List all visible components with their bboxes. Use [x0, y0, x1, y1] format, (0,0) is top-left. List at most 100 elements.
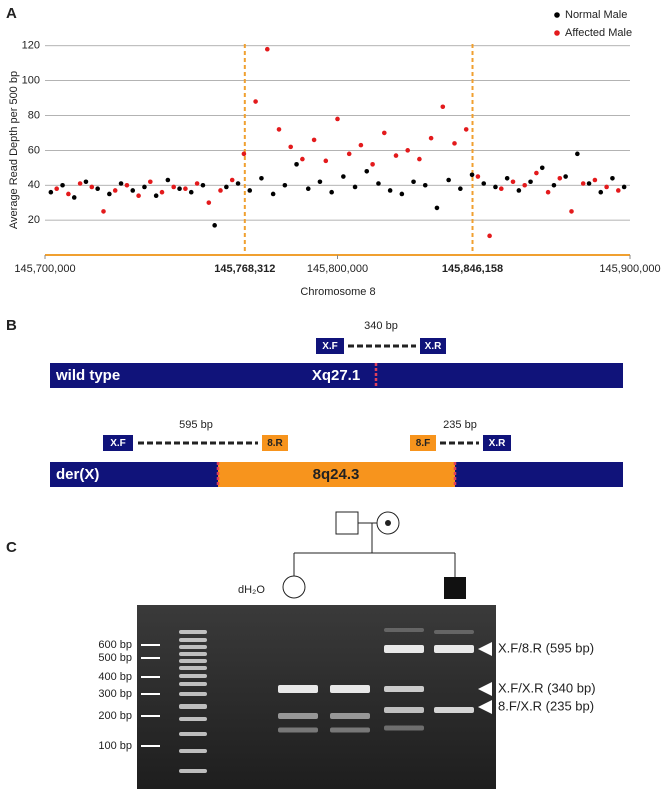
sample-band — [330, 685, 370, 693]
sample-band — [330, 713, 370, 719]
product-size: 235 bp — [443, 419, 477, 431]
sample-band — [434, 707, 474, 713]
legend-label: Normal Male — [565, 9, 627, 21]
point — [545, 189, 551, 195]
point — [270, 191, 276, 197]
ladder-band — [179, 659, 207, 663]
legend-marker — [554, 30, 560, 36]
primer-label: X.F — [110, 438, 126, 449]
point — [335, 116, 340, 122]
point — [83, 179, 89, 185]
y-axis-label: Average Read Depth per 500 bp — [8, 71, 20, 229]
point — [101, 209, 106, 214]
point — [159, 189, 165, 195]
point — [610, 175, 615, 181]
product-size: 595 bp — [179, 419, 213, 431]
ladder-band — [179, 638, 207, 642]
sample-band — [384, 628, 424, 632]
point — [504, 175, 510, 181]
point — [253, 99, 258, 104]
point — [592, 177, 598, 183]
point — [370, 162, 375, 167]
point — [522, 182, 527, 188]
sample-band — [278, 727, 318, 733]
point — [539, 165, 545, 171]
point — [387, 188, 393, 193]
point — [341, 174, 346, 179]
x-tick-label: 145,800,000 — [307, 263, 368, 275]
product-label: X.F/X.R (340 bp) — [498, 680, 596, 695]
primer — [262, 435, 288, 451]
y-tick-label: 100 — [22, 75, 40, 87]
chromosome-label: wild type — [55, 367, 120, 384]
point — [288, 144, 294, 150]
ladder-band — [179, 769, 207, 773]
point — [305, 186, 311, 192]
point — [165, 177, 171, 183]
primer — [316, 338, 344, 354]
point — [194, 181, 200, 186]
point — [282, 182, 288, 188]
ladder-band — [179, 666, 207, 670]
x-tick-label: 145,768,312 — [214, 263, 275, 275]
point — [95, 186, 100, 192]
pedigree-line — [293, 523, 456, 577]
point — [352, 184, 358, 190]
primer — [410, 435, 436, 451]
point — [212, 223, 217, 228]
point — [300, 156, 305, 162]
point — [405, 148, 411, 153]
arrowhead — [478, 642, 492, 656]
point — [393, 153, 399, 158]
sample-band — [384, 707, 424, 713]
point — [71, 195, 77, 200]
point — [323, 158, 329, 164]
point — [265, 46, 270, 52]
ladder-label: 400 bp — [98, 671, 132, 683]
ladder-band — [179, 630, 207, 634]
point — [218, 188, 223, 193]
point — [60, 182, 65, 188]
point — [440, 104, 446, 110]
legend-label: Affected Male — [565, 27, 632, 39]
ladder-label: 500 bp — [98, 652, 132, 664]
panel-label: A — [6, 5, 17, 22]
gel-bands — [179, 628, 474, 773]
point — [569, 209, 574, 214]
point — [452, 141, 457, 146]
carrier-dot — [385, 520, 391, 526]
arrowhead — [478, 682, 492, 696]
primer-label: 8.R — [267, 438, 283, 449]
point — [183, 186, 188, 192]
point — [112, 188, 118, 193]
x-tick-label: 145,700,000 — [14, 263, 75, 275]
ladder-band — [179, 704, 207, 709]
pedigree-son — [444, 577, 466, 599]
point — [586, 181, 592, 186]
band-label: 8q24.3 — [313, 466, 360, 483]
point — [557, 175, 563, 181]
point — [142, 184, 147, 190]
point — [434, 205, 440, 211]
sample-band — [384, 645, 424, 653]
pedigree-daughter — [282, 575, 306, 599]
panel-label: B — [6, 317, 17, 334]
point — [376, 181, 381, 186]
point — [446, 177, 451, 183]
ladder-band — [179, 692, 207, 696]
point — [224, 184, 229, 190]
point — [48, 189, 54, 195]
point — [616, 188, 621, 193]
point — [358, 142, 364, 148]
point — [54, 186, 59, 192]
point — [177, 186, 182, 192]
ladder-label: 600 bp — [98, 639, 132, 651]
point — [89, 184, 95, 190]
x-tick-label: 145,900,000 — [599, 263, 660, 275]
point — [107, 191, 112, 197]
primer — [103, 435, 133, 451]
point — [487, 233, 492, 239]
primer-label: X.F — [322, 341, 338, 352]
